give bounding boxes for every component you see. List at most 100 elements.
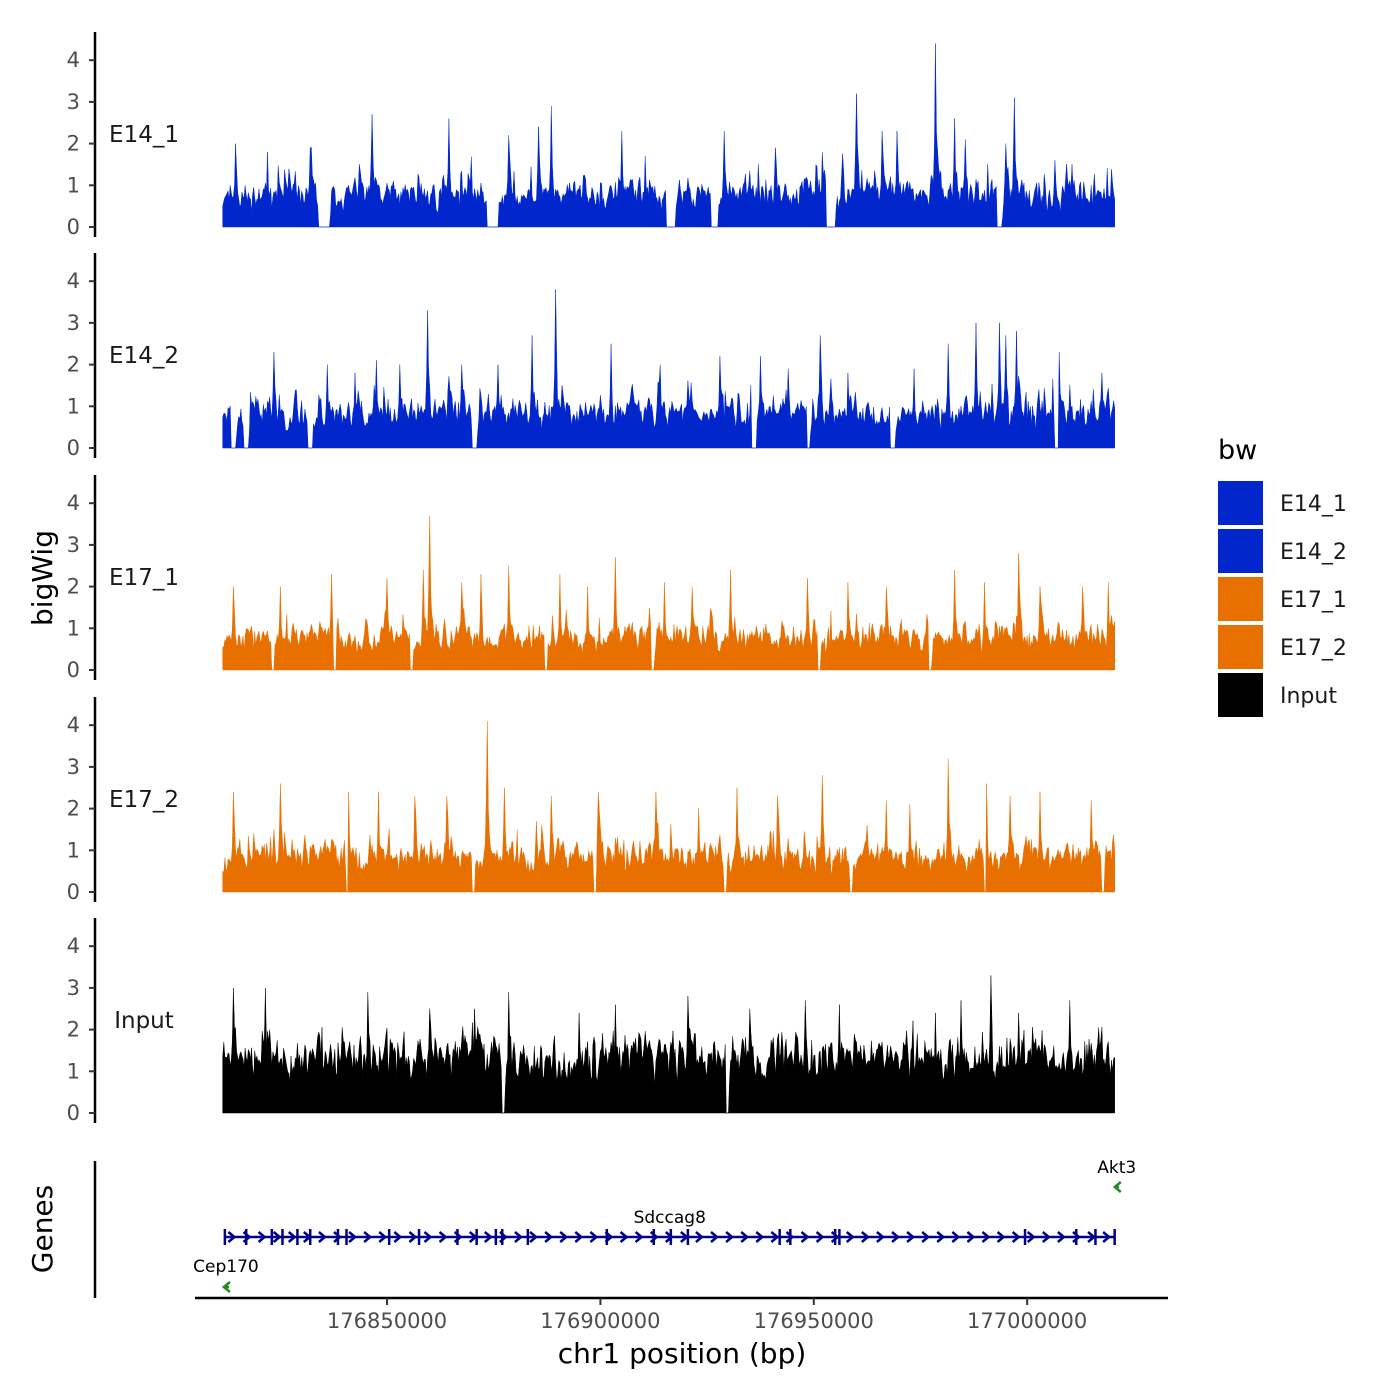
y-axis-title-genes: Genes: [26, 1185, 59, 1273]
legend-swatch-E17_2: [1218, 625, 1263, 669]
strand-arrow: [695, 1231, 704, 1243]
track-E14_1: 0 1 2 3 4 E14_1: [67, 32, 1115, 239]
strand-arrow: [785, 1231, 795, 1243]
y-tick-label: 1: [67, 838, 80, 862]
coverage-area-E17_1: [222, 515, 1115, 671]
strand-arrow: [936, 1231, 946, 1243]
strand-arrow: [634, 1231, 644, 1243]
y-tick-label: 2: [67, 575, 80, 599]
strand-arrow: [483, 1231, 493, 1243]
legend-swatch-E14_1: [1218, 481, 1263, 525]
legend-swatch-E14_2: [1218, 529, 1263, 573]
x-tick-label: 176900000: [540, 1309, 660, 1333]
y-tick-label: 0: [67, 880, 80, 904]
strand-arrow: [559, 1231, 569, 1243]
track-label-Input: Input: [114, 1008, 174, 1034]
y-tick-label: 2: [67, 1018, 80, 1042]
strand-arrow: [861, 1231, 870, 1243]
genes-panel: Cep170 Sdccag8 Akt3: [93, 1158, 1136, 1298]
strand-arrow: [725, 1231, 735, 1243]
track-label-E14_2: E14_2: [109, 343, 179, 369]
strand-arrow: [996, 1231, 1006, 1243]
strand-arrow: [529, 1231, 538, 1243]
coverage-area-E14_2: [222, 289, 1115, 449]
strand-arrow: [378, 1231, 388, 1243]
legend: bw E14_1 E14_2 E17_1 E17_2 Input: [1218, 435, 1347, 717]
y-tick-label: 4: [67, 491, 80, 515]
strand-arrow: [770, 1231, 780, 1243]
strand-arrow: [227, 1231, 237, 1243]
legend-label-E14_2: E14_2: [1280, 540, 1347, 565]
y-tick-label: 2: [67, 132, 80, 156]
y-tick-label: 3: [67, 90, 80, 114]
gene-Akt3: Akt3: [1097, 1158, 1136, 1193]
y-tick-label: 1: [67, 616, 80, 640]
x-axis-title: chr1 position (bp): [558, 1337, 807, 1370]
strand-arrow: [800, 1231, 810, 1243]
gene-label: Sdccag8: [634, 1208, 706, 1228]
strand-arrow: [589, 1231, 599, 1243]
strand-arrow: [906, 1231, 916, 1243]
y-tick-label: 0: [67, 658, 80, 682]
legend-label-E17_1: E17_1: [1280, 588, 1347, 613]
strand-arrow: [830, 1231, 840, 1243]
gene-label: Akt3: [1097, 1158, 1136, 1178]
strand-arrow: [740, 1231, 750, 1243]
strand-arrow: [438, 1231, 448, 1243]
y-tick-label: 4: [67, 269, 80, 293]
y-tick-label: 2: [67, 797, 80, 821]
strand-arrow: [619, 1231, 629, 1243]
strand-arrow: [318, 1231, 327, 1243]
strand-arrow: [499, 1231, 508, 1243]
strand-arrow: [544, 1231, 554, 1243]
strand-arrow: [604, 1231, 614, 1243]
strand-arrow: [287, 1231, 297, 1243]
strand-arrow: [363, 1231, 373, 1243]
y-tick-label: 4: [67, 48, 80, 72]
legend-swatch-Input: [1218, 673, 1263, 717]
strand-arrow: [242, 1231, 252, 1243]
y-tick-label: 1: [67, 173, 80, 197]
strand-arrow: [333, 1231, 342, 1243]
strand-arrow: [876, 1231, 885, 1243]
strand-arrow: [257, 1231, 267, 1243]
x-axis: 176850000 176900000 176950000 177000000: [195, 1296, 1168, 1333]
coverage-area-E14_1: [222, 43, 1115, 228]
y-tick-label: 4: [67, 713, 80, 737]
y-tick-label: 0: [67, 215, 80, 239]
legend-label-E17_2: E17_2: [1280, 636, 1347, 661]
track-label-E17_2: E17_2: [109, 787, 179, 813]
strand-arrow: [951, 1231, 961, 1243]
y-tick-label: 0: [67, 1101, 80, 1125]
coverage-area-Input: [222, 975, 1115, 1114]
legend-label-E14_1: E14_1: [1280, 492, 1347, 517]
strand-arrow: [1102, 1231, 1112, 1243]
legend-swatch-E17_1: [1218, 577, 1263, 621]
strand-arrow: [664, 1231, 674, 1243]
x-tick-label: 177000000: [967, 1309, 1087, 1333]
y-tick-label: 3: [67, 755, 80, 779]
y-tick-label: 1: [67, 394, 80, 418]
track-label-E14_1: E14_1: [109, 122, 179, 148]
strand-arrow: [468, 1231, 478, 1243]
y-tick-label: 3: [67, 311, 80, 335]
x-tick-label: 176950000: [754, 1309, 874, 1333]
y-tick-label: 4: [67, 934, 80, 958]
y-tick-label: 3: [67, 976, 80, 1000]
y-tick-label: 1: [67, 1059, 80, 1083]
gene-Cep170: Cep170: [193, 1257, 259, 1293]
strand-arrow: [303, 1231, 312, 1243]
strand-arrow: [921, 1231, 931, 1243]
y-tick-label: 2: [67, 353, 80, 377]
strand-arrow: [891, 1231, 900, 1243]
strand-arrow: [966, 1231, 976, 1243]
coverage-area-E17_2: [222, 720, 1115, 893]
strand-arrow: [393, 1231, 403, 1243]
strand-arrow: [755, 1231, 765, 1243]
track-E17_1: 0 1 2 3 4 E17_1: [67, 475, 1115, 682]
strand-arrow: [348, 1231, 358, 1243]
strand-arrow: [453, 1231, 463, 1243]
track-Input: 0 1 2 3 4 Input: [67, 918, 1115, 1125]
strand-arrow: [221, 1281, 231, 1293]
strand-arrow: [649, 1231, 659, 1243]
